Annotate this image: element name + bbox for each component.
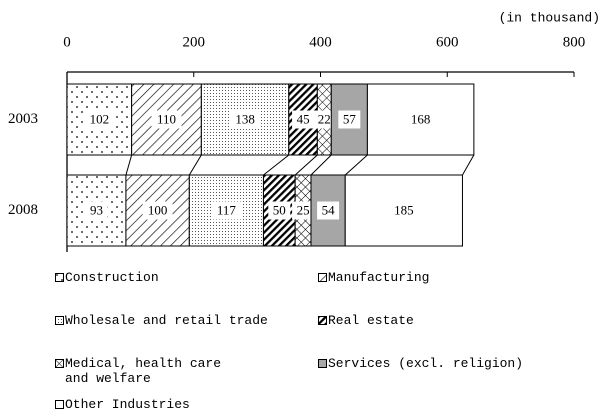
data-label: 25 [297, 202, 310, 217]
label-background [85, 201, 108, 220]
data-label: 50 [273, 202, 286, 217]
legend-label: Other Industries [65, 397, 190, 412]
connector-line [294, 154, 318, 176]
x-tick-label: 600 [436, 34, 459, 50]
legend-swatch [318, 359, 327, 368]
legend-swatch [55, 400, 64, 409]
data-label: 110 [157, 111, 176, 126]
label-background [151, 110, 182, 129]
label-background [313, 110, 336, 129]
x-tick-label: 800 [563, 34, 586, 50]
data-label: 22 [318, 111, 331, 126]
legend-item: Other Industries [55, 397, 190, 412]
legend-item: Wholesale and retail trade [55, 313, 268, 328]
label-background [317, 201, 340, 220]
label-background [292, 201, 315, 220]
legend-item: Medical, health care and welfare [55, 356, 235, 386]
legend-item: Construction [55, 270, 159, 285]
label-background [388, 201, 419, 220]
legend-swatch-box [318, 316, 327, 325]
label-background [292, 110, 315, 129]
legend-item: Manufacturing [318, 270, 429, 285]
connector-line [344, 154, 368, 176]
connector-line [310, 154, 332, 176]
legend-label: Real estate [328, 313, 414, 328]
label-background [84, 110, 115, 129]
legend-swatch-box [55, 316, 64, 325]
label-background [268, 201, 291, 220]
legend-swatch-box [55, 400, 64, 409]
legend-swatch [55, 316, 64, 325]
data-label: 102 [90, 111, 110, 126]
legend-item: Services (excl. religion) [318, 356, 523, 371]
data-label: 168 [411, 111, 431, 126]
data-label: 54 [322, 202, 336, 217]
legend-label: Manufacturing [328, 270, 430, 285]
x-tick-label: 0 [63, 34, 71, 50]
axis-label: (in thousand) [499, 10, 600, 25]
label-background [230, 110, 261, 129]
legend-swatch [55, 273, 64, 282]
data-label: 57 [343, 111, 357, 126]
data-label: 185 [394, 202, 414, 217]
y-tick-label: 2008 [8, 202, 38, 218]
connector-line [125, 154, 133, 176]
data-label: 45 [297, 111, 310, 126]
y-tick-label: 2003 [8, 111, 38, 127]
legend-item: Real estate [318, 313, 414, 328]
label-background [211, 201, 242, 220]
x-tick-label: 200 [183, 34, 206, 50]
data-label: 117 [217, 202, 237, 217]
legend-label: Services (excl. religion) [328, 356, 524, 371]
label-background [405, 110, 436, 129]
legend-swatch-box [318, 359, 327, 368]
legend-swatch-box [55, 273, 64, 282]
legend-label: Medical, health care and welfare [65, 356, 222, 386]
connector-line [462, 154, 475, 176]
legend-swatch [318, 273, 327, 282]
label-background [338, 110, 361, 129]
legend-swatch-box [55, 359, 64, 368]
connector-line [188, 154, 202, 176]
label-background [142, 201, 173, 220]
data-label: 93 [90, 202, 103, 217]
legend-swatch [55, 359, 64, 368]
data-label: 138 [235, 111, 255, 126]
data-label: 100 [148, 202, 168, 217]
legend-label: Construction [65, 270, 159, 285]
connector-line [263, 154, 290, 176]
legend-swatch [318, 316, 327, 325]
legend-label: Wholesale and retail trade [65, 313, 268, 328]
chart: (in thousand) 0 200 400 600 800 2003 102 110 138… [8, 10, 600, 252]
x-tick-label: 400 [309, 34, 332, 50]
legend-swatch-box [318, 273, 327, 282]
